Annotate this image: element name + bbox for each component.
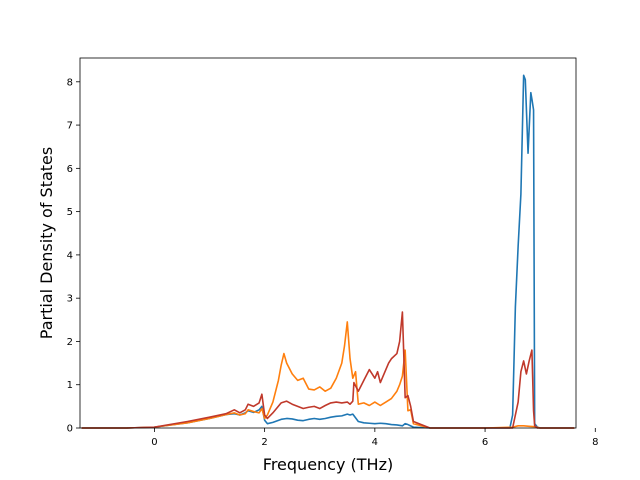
y-tick-label: 0 <box>67 424 73 435</box>
x-tick-label: 0 <box>151 437 157 448</box>
series-line-3 <box>81 311 575 429</box>
x-tick-label: 2 <box>261 437 267 448</box>
x-tick-label: 6 <box>482 437 488 448</box>
x-axis-ticks: 0 2 4 6 8 <box>151 428 598 448</box>
series-layer <box>81 74 575 429</box>
series-line-2 <box>81 321 575 429</box>
y-tick-label: 6 <box>67 164 73 175</box>
y-axis-ticks: 0 1 2 3 4 5 6 7 8 <box>67 77 80 435</box>
y-axis-label: Partial Density of States <box>37 147 56 339</box>
y-tick-label: 3 <box>67 294 73 305</box>
y-tick-label: 5 <box>67 207 73 218</box>
x-tick-label: 4 <box>372 437 378 448</box>
axes-frame <box>79 57 577 429</box>
y-tick-label: 7 <box>67 121 73 132</box>
y-tick-label: 1 <box>67 380 73 391</box>
x-tick-label: 8 <box>592 437 598 448</box>
y-tick-label: 2 <box>67 337 73 348</box>
x-axis-label: Frequency (THz) <box>263 455 393 474</box>
y-tick-label: 4 <box>67 250 73 261</box>
series-line-1 <box>81 74 575 429</box>
y-tick-label: 8 <box>67 77 73 88</box>
